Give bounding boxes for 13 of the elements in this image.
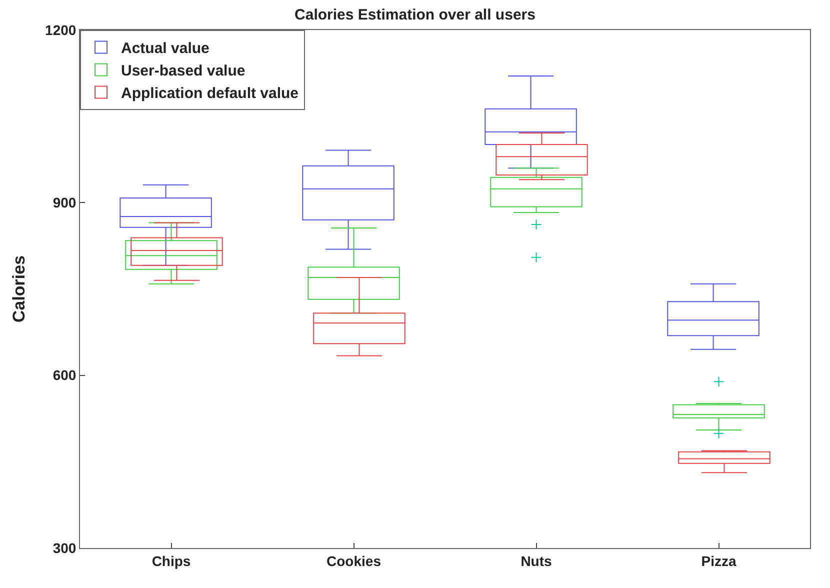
legend-label: User-based value (121, 62, 246, 80)
y-tick-label: 900 (52, 194, 76, 211)
y-tick-label: 1200 (45, 22, 76, 38)
x-tick-label: Pizza (701, 552, 736, 569)
legend-label: Actual value (121, 40, 210, 58)
legend-label: Application default value (121, 85, 299, 102)
y-tick-label: 600 (52, 367, 76, 384)
chart-title: Calories Estimation over all users (294, 6, 536, 24)
x-tick-label: Chips (152, 552, 191, 569)
x-tick-label: Cookies (326, 552, 382, 569)
y-tick-label: 300 (52, 540, 76, 556)
x-tick-label: Nuts (520, 552, 552, 569)
y-axis-title: Calories (10, 255, 29, 323)
